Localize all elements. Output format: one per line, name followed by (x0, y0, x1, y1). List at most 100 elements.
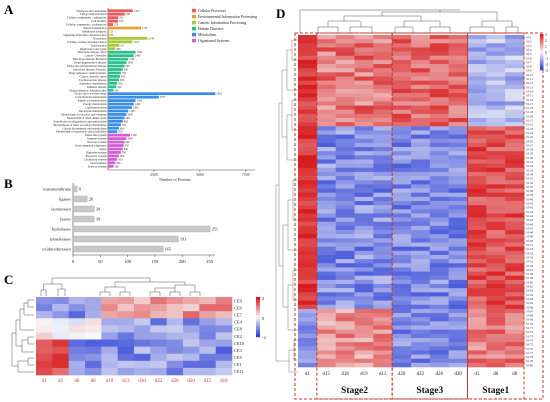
panel-b-bar-value: 165 (165, 247, 171, 252)
panel-d-heatmap-cell (467, 296, 487, 301)
panel-d-heatmap-cell (486, 333, 506, 339)
panel-c-heatmap-cell (36, 304, 53, 312)
panel-d-row-label: Sf-68 (526, 314, 533, 318)
panel-d-row-label: Sf-58 (526, 272, 533, 276)
panel-d-heatmap-cell (411, 300, 431, 306)
panel-d-heatmap-cell (486, 358, 506, 364)
panel-d-heatmap-cell (505, 109, 525, 115)
panel-d-heatmap-cell (298, 296, 318, 301)
panel-d-heatmap-cell (373, 109, 393, 115)
panel-d-row-label: Sf-10 (526, 73, 533, 77)
panel-d-heatmap-cell (316, 97, 336, 102)
panel-d-heatmap-cell (505, 325, 525, 330)
panel-a-bar-value: 276 (114, 24, 119, 27)
panel-d-heatmap-cell (411, 134, 431, 140)
panel-d-heatmap-cell (429, 225, 449, 231)
panel-d-row-label: Sf-61 (526, 285, 533, 289)
panel-d-heatmap-cell (392, 196, 412, 202)
panel-d-heatmap-cell (298, 192, 318, 198)
panel-d-heatmap-cell (486, 192, 506, 198)
panel-c-heatmap-cell (68, 353, 86, 362)
panel-c-heatmap-cell (199, 353, 216, 362)
panel-c-heatmap-cell (199, 360, 216, 369)
panel-d-heatmap-cell (298, 362, 318, 368)
panel-d-heatmap-cell (298, 292, 318, 297)
panel-d-heatmap-cell (467, 288, 487, 293)
panel-d-heatmap-cell (486, 362, 506, 368)
panel-d-heatmap-cell (373, 271, 393, 276)
panel-a-x-axis-label: Number of Proteins (159, 177, 191, 182)
panel-d-heatmap-cell (392, 346, 412, 351)
panel-d-heatmap-cell (429, 134, 449, 140)
panel-a-bar (108, 140, 125, 144)
panel-d-heatmap-cell (316, 304, 336, 310)
panel-d-row-label: Sf-12 (526, 81, 533, 85)
panel-d-heatmap-cell (316, 122, 336, 127)
panel-d-outer-frame (294, 32, 544, 400)
panel-d-heatmap-cell (429, 167, 449, 173)
panel-a-x-tick-label: 5000 (196, 173, 204, 177)
panel-d-heatmap-cell (298, 72, 318, 77)
panel-c-heatmap-cell (215, 297, 233, 305)
panel-d-heatmap-cell (373, 167, 393, 173)
panel-d-heatmap-cell (354, 43, 374, 48)
panel-d-heatmap-cell (298, 350, 318, 355)
panel-d-heatmap-cell (298, 163, 318, 169)
panel-b-bar-value: 193 (180, 237, 186, 242)
panel-c-heatmap-cell (134, 353, 151, 362)
panel-d-heatmap-cell (448, 126, 468, 131)
panel-d-heatmap-cell (429, 238, 449, 243)
panel-d-row-label: Sf-27 (526, 143, 533, 147)
panel-a-bar (108, 126, 120, 130)
panel-d-heatmap-cell (411, 171, 431, 177)
panel-d-heatmap-cell (411, 358, 431, 364)
panel-d-heatmap-cell (486, 147, 506, 152)
panel-d-heatmap-cell (505, 88, 525, 94)
panel-d-legend-step (540, 38, 544, 41)
panel-d-heatmap-cell (354, 55, 374, 61)
panel-a-bar-value: 1500 (137, 100, 143, 103)
panel-d-heatmap-cell (335, 288, 355, 293)
panel-a-category-label: Transport and catabolism (76, 9, 107, 13)
panel-c-heatmap-cell (36, 318, 53, 326)
panel-c-heatmap-cell (68, 339, 86, 347)
panel-d-heatmap-cell (392, 259, 412, 264)
panel-d-heatmap-cell (486, 76, 506, 81)
panel-d-heatmap-cell (298, 246, 318, 252)
panel-d-heatmap-cell (335, 284, 355, 289)
panel-d-heatmap-cell (467, 267, 487, 272)
panel-a-bar-value: 800 (124, 148, 129, 151)
panel-a-bar-value: 1500 (137, 51, 143, 54)
panel-d-heatmap-cell (298, 250, 318, 256)
panel-d-heatmap-cell (411, 201, 431, 206)
panel-d-heatmap-cell (335, 55, 355, 61)
panel-a-category-label: Nucleotide metabolism (79, 109, 108, 113)
panel-a-bar (108, 130, 118, 134)
panel-c-row-label: CE8 (234, 327, 243, 332)
panel-d-heatmap-cell (429, 333, 449, 339)
panel-d-heatmap-cell (467, 130, 487, 135)
panel-a-category-label: Drug resistance: Antineoplastic (69, 71, 107, 75)
panel-c-legend-step (256, 317, 260, 320)
panel-d-heatmap-cell (429, 263, 449, 268)
panel-c-heatmap-cell (215, 367, 233, 376)
panel-d-heatmap-cell (373, 188, 393, 193)
panel-c-heatmap-cell (166, 304, 184, 312)
panel-c-legend-step (256, 305, 260, 308)
panel-a-bar-value: 1300 (133, 107, 139, 110)
panel-d-heatmap-cell (316, 35, 336, 40)
panel-d-heatmap-cell (486, 113, 506, 119)
panel-d-heatmap-cell (335, 325, 355, 330)
panel-a-bar (108, 71, 121, 75)
panel-c-heatmap-cell (101, 346, 118, 355)
panel-d-heatmap-cell (298, 134, 318, 140)
panel-c-legend-step (256, 311, 260, 314)
panel-d-row-label: Sf-49 (526, 235, 533, 239)
panel-d-heatmap-cell (373, 180, 393, 185)
panel-a-bar (108, 23, 114, 26)
panel-d-heatmap-cell (411, 259, 431, 264)
panel-d-heatmap-cell (392, 163, 412, 169)
panel-d-heatmap-cell (429, 209, 449, 214)
panel-d-heatmap-cell (505, 279, 525, 285)
panel-a-bar (108, 147, 123, 151)
